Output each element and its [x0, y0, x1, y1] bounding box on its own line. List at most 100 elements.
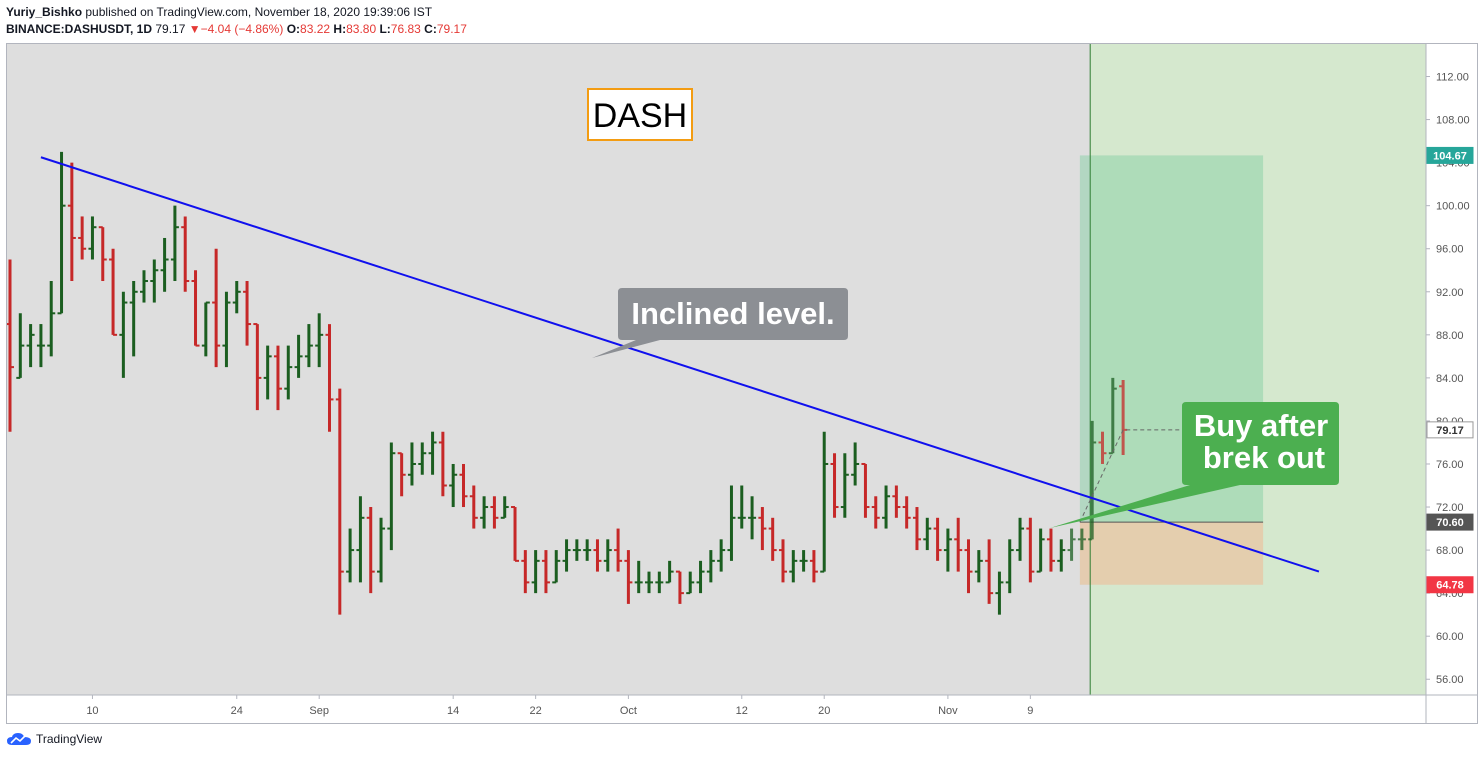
ohlc-bar: [263, 345, 272, 400]
ohlc-bar: [160, 237, 169, 292]
time-axis[interactable]: 10 24 Sep 14 22 Oct 12 20 Nov 9: [86, 695, 1033, 717]
ohlc-bar: [273, 345, 282, 411]
ohlc-bar: [511, 506, 520, 562]
author-name: Yuriy_Bishko: [6, 5, 83, 19]
ohlc-bar: [974, 550, 983, 583]
stop-zone: [1079, 522, 1264, 585]
ohlc-bar: [583, 539, 592, 561]
ohlc-bar: [645, 571, 654, 594]
price-tick-label: 88.00: [1436, 330, 1464, 342]
ohlc-bar: [851, 442, 860, 486]
time-tick-label: Sep: [309, 705, 329, 717]
gray-callout-shape: [592, 288, 848, 358]
ohlc-bar: [88, 216, 97, 260]
low-value: 76.83: [390, 22, 421, 36]
ohlc-bar: [407, 442, 416, 486]
change-arrow-icon: ▼: [188, 22, 201, 36]
green-callout-shape: [1050, 402, 1339, 528]
time-tick-label: 14: [447, 705, 459, 717]
time-tick-label: 10: [86, 705, 98, 717]
price-tick-label: 100.00: [1436, 201, 1470, 213]
price-tick-label: 112.00: [1436, 72, 1469, 84]
ohlc-bar: [789, 550, 798, 583]
ohlc-bar: [902, 496, 911, 529]
last-price-badge-bg: [1426, 421, 1474, 439]
close-label: C:: [424, 22, 437, 36]
ohlc-bar: [181, 216, 190, 292]
price-tick-label: 72.00: [1436, 502, 1464, 514]
change-value: −4.04 (−4.86%): [200, 22, 284, 36]
entry-price-badge-text: 70.60: [1436, 517, 1464, 529]
inclined-level-text: Inclined level.: [631, 296, 834, 331]
ohlc-bar: [1088, 420, 1097, 541]
ohlc-bar: [1057, 539, 1066, 572]
ohlc-bar: [1067, 528, 1076, 561]
close-value: 79.17: [436, 22, 467, 36]
ohlc-bar: [449, 463, 458, 508]
ohlc-bar: [222, 291, 231, 368]
ohlc-bar: [696, 560, 705, 594]
ohlc-bar: [129, 281, 138, 357]
ohlc-bar: [490, 496, 499, 529]
ohlc-bar: [686, 571, 695, 595]
ohlc-bar: [119, 291, 128, 378]
open-value: 83.22: [300, 22, 331, 36]
ohlc-bar: [397, 452, 406, 497]
ohlc-bar: [78, 216, 87, 260]
high-label: H:: [333, 22, 347, 36]
ohlc-bar: [861, 462, 870, 518]
ohlc-bar: [294, 334, 303, 378]
price-tick-label: 68.00: [1436, 545, 1464, 557]
price-tick-label: 96.00: [1436, 244, 1464, 256]
ohlc-bar: [727, 485, 736, 561]
ohlc-bar: [1077, 528, 1086, 551]
ohlc-bar: [912, 507, 921, 551]
ohlc-bar: [995, 571, 1004, 615]
ohlc-bar: [428, 431, 437, 475]
ohlc-bar: [212, 248, 221, 368]
entry-price-badge-bg: [1426, 513, 1474, 531]
ohlc-bar: [1005, 539, 1014, 594]
ohlc-bar: [531, 550, 540, 594]
ohlc-bar: [923, 517, 932, 551]
ohlc-bar: [572, 539, 581, 561]
ohlc-bar: [438, 431, 447, 497]
brand-name: TradingView: [36, 732, 103, 746]
ohlc-bar: [139, 270, 148, 303]
ohlc-bar: [304, 324, 313, 368]
ohlc-bar: [706, 550, 715, 583]
ohlc-bar: [26, 324, 35, 368]
stop-price-badge: 64.78: [1426, 576, 1474, 594]
last-price-badge-text: 79.17: [1436, 425, 1464, 437]
stop-price-badge-bg: [1426, 576, 1474, 594]
ohlc-bar: [47, 281, 56, 357]
ohlc-legend: BINANCE:DASHUSDT, 1D 79.17 ▼−4.04 (−4.86…: [6, 22, 467, 36]
price-tick-label: 56.00: [1436, 674, 1464, 686]
dash-title-box[interactable]: DASH: [587, 88, 693, 141]
target-price-badge-text: 104.67: [1433, 150, 1467, 162]
ohlc-bar: [933, 517, 942, 561]
inclined-trendline[interactable]: [40, 156, 1320, 573]
ohlc-bar: [799, 550, 808, 572]
ohlc-bar: [36, 324, 45, 368]
inclined-level-callout[interactable]: Inclined level.: [592, 288, 848, 358]
ohlc-bar: [387, 442, 396, 551]
last-price: 79.17: [155, 22, 186, 36]
ohlc-bar: [243, 281, 252, 346]
ohlc-bar: [356, 496, 365, 583]
tradingview-logo[interactable]: TradingView: [6, 732, 102, 746]
ohlc-bar: [1108, 377, 1117, 455]
price-tick-label: 108.00: [1436, 115, 1470, 127]
ohlc-bar: [284, 345, 293, 400]
title-box-frame: [587, 88, 693, 141]
published-text: published on TradingView.com, November 1…: [85, 5, 433, 19]
time-tick-label: 24: [231, 705, 243, 717]
ohlc-bar: [541, 550, 550, 594]
ohlc-bar: [67, 162, 76, 282]
projection-path: [1079, 429, 1264, 523]
ohlc-bar: [758, 507, 767, 551]
ohlc-bar: [943, 528, 952, 572]
buy-callout[interactable]: Buy after brek out: [1050, 402, 1339, 528]
ohlc-bar: [366, 507, 375, 594]
